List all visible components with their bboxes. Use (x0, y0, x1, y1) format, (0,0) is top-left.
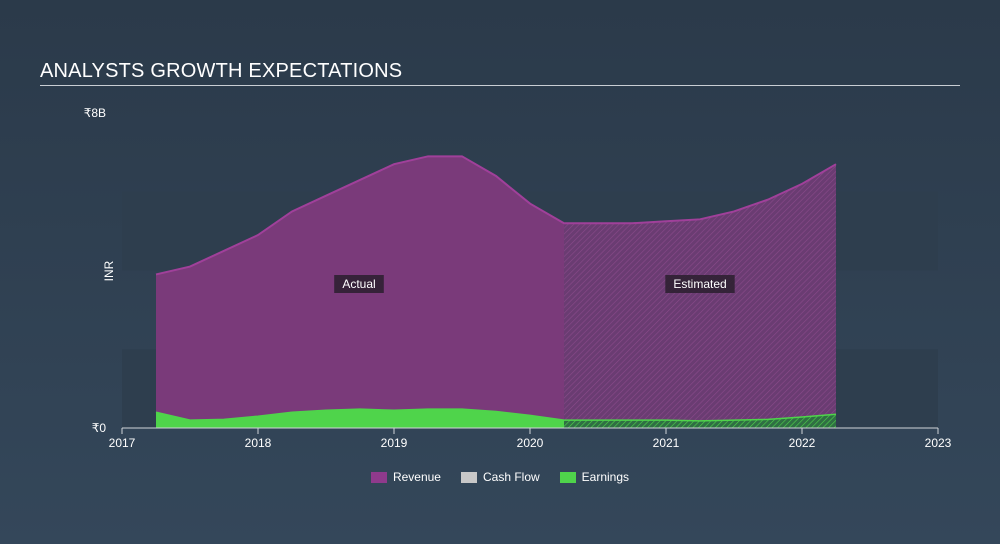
legend-label-revenue: Revenue (392, 470, 441, 484)
legend-label-cash-flow: Cash Flow (482, 470, 540, 484)
x-tick-label-2017: 2017 (109, 436, 136, 450)
revenue-area-estimated (564, 164, 836, 428)
earnings-area-actual (156, 409, 564, 428)
annotation-estimated: Estimated (673, 277, 726, 291)
x-tick-label-2019: 2019 (381, 436, 408, 450)
annotation-estimated-bg (665, 275, 735, 293)
title-divider (40, 85, 960, 86)
legend-item-revenue[interactable]: Revenue (370, 470, 441, 484)
legend-swatch-cash-flow (460, 471, 477, 483)
annotation-actual: Actual (342, 277, 375, 291)
x-tick-label-2021: 2021 (653, 436, 680, 450)
legend-swatch-earnings (559, 471, 576, 483)
legend-item-earnings[interactable]: Earnings (559, 470, 630, 484)
chart-title: ANALYSTS GROWTH EXPECTATIONS (40, 60, 403, 82)
x-tick-label-2018: 2018 (245, 436, 272, 450)
y-axis-label: INR (102, 260, 116, 281)
annotation-actual-bg (334, 275, 384, 293)
y-top-label: ₹8B (84, 106, 106, 120)
x-tick-label-2022: 2022 (789, 436, 816, 450)
revenue-line (155, 155, 837, 276)
earnings-line (155, 408, 837, 422)
x-tick-label-2023: 2023 (925, 436, 952, 450)
x-tick-label-2020: 2020 (517, 436, 544, 450)
legend: Revenue Cash Flow Earnings (0, 470, 1000, 484)
legend-swatch-revenue (370, 471, 387, 483)
legend-label-earnings: Earnings (581, 470, 630, 484)
y-zero-label: ₹0 (92, 421, 107, 435)
legend-item-cash-flow[interactable]: Cash Flow (460, 470, 540, 484)
